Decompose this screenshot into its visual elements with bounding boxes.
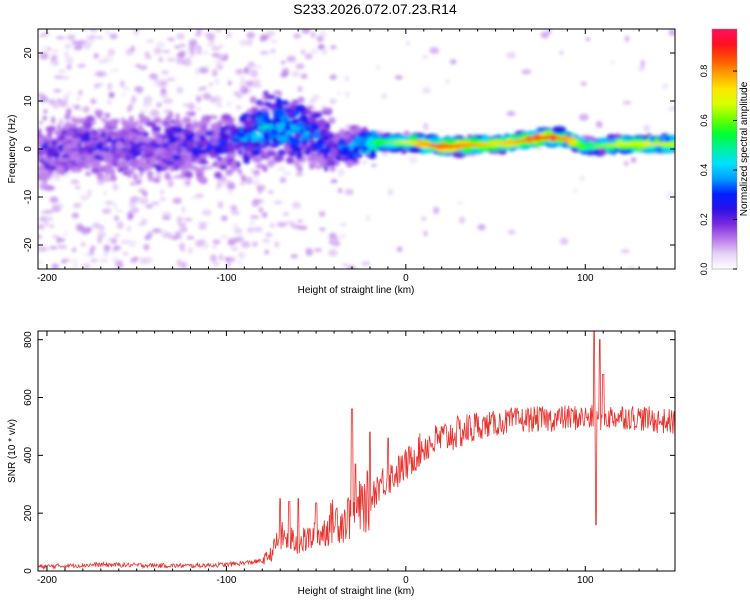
spectrogram-y-tick-label: 10 [23, 95, 34, 107]
snr-y-tick-label: 600 [23, 389, 34, 406]
snr-series-line [38, 331, 675, 571]
snr-x-tick-label: 0 [403, 575, 409, 586]
snr-y-tick-label: 800 [23, 331, 34, 348]
colorbar-frame [711, 28, 738, 270]
colorbar-tick-label: 0.4 [699, 164, 709, 177]
spectrogram-x-tick-label: -200 [37, 273, 57, 284]
snr-y-tick-label: 400 [23, 447, 34, 464]
snr-x-tick-label: -200 [37, 575, 57, 586]
spectrogram-x-label: Height of straight line (km) [298, 285, 415, 296]
spectrogram-y-tick-label: -20 [23, 237, 34, 252]
spectrogram-x-tick-label: 0 [403, 273, 409, 284]
colorbar-axis: 0.0 0.2 0.4 0.6 0.8 [699, 28, 738, 276]
snr-axes: -200 -100 0 100 0 200 400 600 800 [23, 331, 676, 586]
snr-line-plot [38, 331, 675, 571]
snr-y-tick-label: 0 [23, 568, 34, 574]
spectrogram-x-tick-label: -100 [216, 273, 236, 284]
snr-y-tick-label: 200 [23, 504, 34, 521]
spectrogram-x-tick-label: 100 [577, 273, 594, 284]
figure-title: S233.2026.072.07.23.R14 [293, 1, 457, 17]
spectrogram-y-tick-label: 0 [23, 146, 34, 152]
spectrogram-image [38, 29, 675, 269]
snr-y-label: SNR (10 * v/v) [7, 419, 18, 483]
spectrogram-y-label: Frequency (Hz) [7, 115, 18, 184]
snr-x-tick-label: 100 [577, 575, 594, 586]
colorbar-tick-label: 0.6 [699, 114, 709, 127]
snr-x-label: Height of straight line (km) [298, 586, 415, 597]
snr-x-tick-label: -100 [216, 575, 236, 586]
colorbar-tick-label: 0.2 [699, 213, 709, 226]
colorbar [712, 29, 737, 269]
colorbar-tick-label: 0.0 [699, 263, 709, 276]
spectrogram-y-tick-label: -10 [23, 189, 34, 204]
spectrogram-y-tick-label: 20 [23, 47, 34, 59]
spectrogram-blobs [38, 29, 675, 269]
colorbar-tick-label: 0.8 [699, 65, 709, 78]
colorbar-label: Normalized spectral amplitude [739, 81, 750, 216]
snr-frame [37, 330, 676, 572]
